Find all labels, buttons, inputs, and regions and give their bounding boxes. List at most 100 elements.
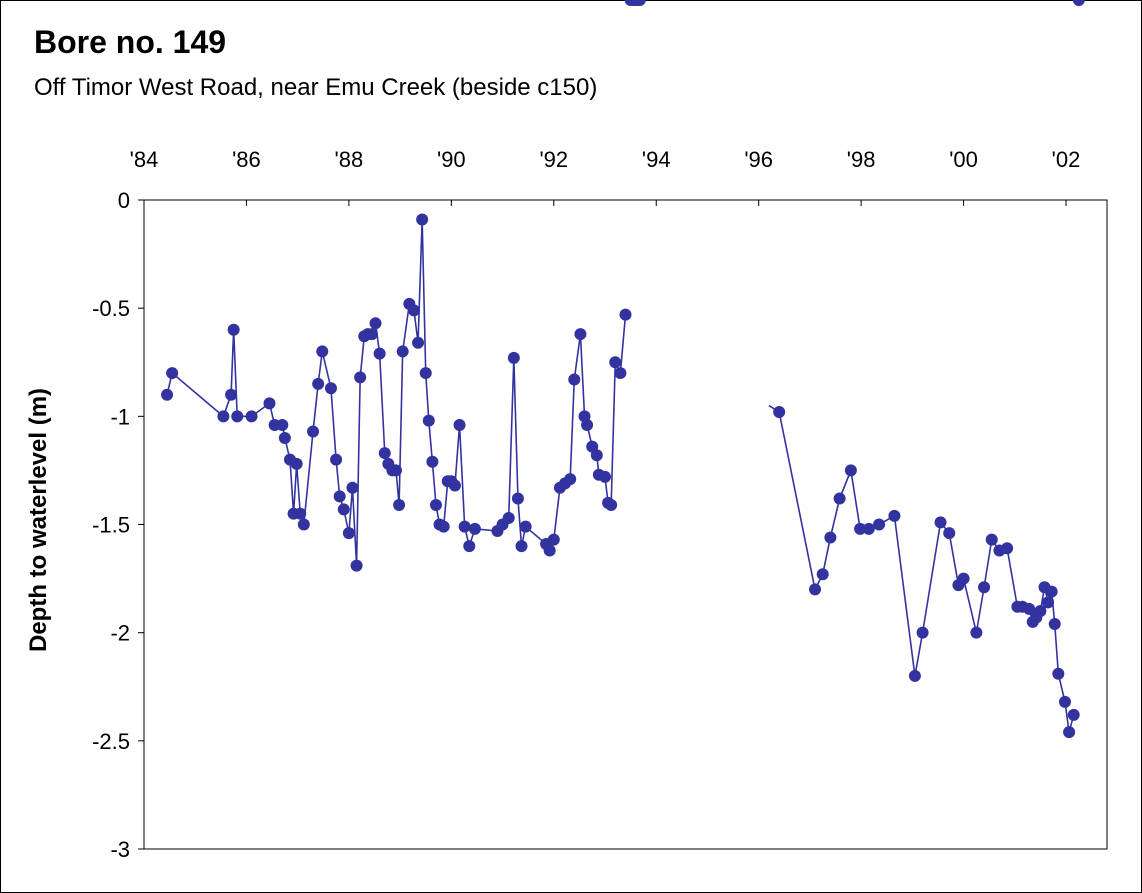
data-point	[407, 304, 420, 317]
data-point	[543, 544, 556, 557]
data-point	[378, 447, 391, 460]
data-point	[297, 518, 310, 531]
x-tick-label: '92	[539, 147, 568, 172]
data-point	[324, 382, 337, 395]
data-point	[888, 509, 901, 522]
data-point	[393, 499, 406, 512]
chart-subtitle: Off Timor West Road, near Emu Creek (bes…	[34, 74, 598, 101]
x-tick-label: '86	[232, 147, 261, 172]
y-tick-label: -0.5	[92, 296, 130, 321]
data-point	[453, 418, 466, 431]
data-point	[957, 572, 970, 585]
data-point	[1023, 602, 1036, 615]
x-tick-label: '02	[1052, 147, 1081, 172]
data-point	[350, 559, 363, 572]
plot-border	[143, 199, 1108, 850]
x-tick-label: '88	[335, 147, 364, 172]
data-point	[605, 499, 618, 512]
x-tick-label: '94	[642, 147, 671, 172]
x-tick-label: '98	[847, 147, 876, 172]
data-point	[978, 581, 991, 594]
data-point	[519, 520, 532, 533]
data-point	[568, 373, 581, 386]
data-point	[227, 323, 240, 336]
series-line	[768, 404, 1075, 733]
y-tick-label: -1	[110, 404, 130, 429]
data-point	[581, 418, 594, 431]
data-point	[333, 490, 346, 503]
data-point	[448, 479, 461, 492]
data-point	[844, 464, 857, 477]
data-point	[619, 308, 632, 321]
data-point	[934, 516, 947, 529]
x-tick-label: '84	[130, 147, 159, 172]
data-point	[307, 425, 320, 438]
data-point	[278, 431, 291, 444]
data-point	[354, 371, 367, 384]
y-axis-label: Depth to waterlevel (m)	[25, 388, 52, 652]
data-point	[161, 388, 174, 401]
data-point	[862, 522, 875, 535]
data-point	[231, 410, 244, 423]
data-point	[916, 626, 929, 639]
data-point	[245, 410, 258, 423]
data-point	[873, 518, 886, 531]
data-point	[316, 345, 329, 358]
data-point	[564, 473, 577, 486]
data-point	[422, 414, 435, 427]
data-point	[609, 356, 622, 369]
data-point	[290, 457, 303, 470]
x-axis: '84 '86 '88 '90 '92 '94 '96 '98 '00 '02	[130, 147, 1081, 206]
x-tick-label: '96	[744, 147, 773, 172]
data-point	[574, 328, 587, 341]
data-point	[1052, 667, 1065, 680]
data-point	[1067, 708, 1080, 721]
y-axis: 0 -0.5 -1 -1.5 -2 -2.5 -3	[92, 188, 144, 862]
data-point	[809, 583, 822, 596]
data-point	[166, 367, 179, 380]
data-point	[468, 522, 481, 535]
data-point	[373, 347, 386, 360]
data-point	[1045, 585, 1058, 598]
y-tick-label: -2.5	[92, 729, 130, 754]
data-point	[276, 418, 289, 431]
data-point	[614, 367, 627, 380]
data-point	[330, 453, 343, 466]
data-point	[437, 520, 450, 533]
data-point	[985, 533, 998, 546]
data-point	[511, 492, 524, 505]
data-point	[416, 213, 429, 226]
x-tick-label: '00	[949, 147, 978, 172]
data-point	[854, 522, 867, 535]
data-point	[337, 503, 350, 516]
data-point	[458, 520, 471, 533]
data-point	[1048, 618, 1061, 631]
data-point	[419, 367, 432, 380]
data-point	[1001, 542, 1014, 555]
data-point	[412, 336, 425, 349]
data-point	[824, 531, 837, 544]
data-point	[294, 507, 307, 520]
data-point	[346, 481, 359, 494]
data-point	[547, 533, 560, 546]
data-point	[816, 568, 829, 581]
data-point	[773, 406, 786, 419]
y-tick-label: -1.5	[92, 513, 130, 538]
data-point	[225, 388, 238, 401]
y-tick-label: -2	[110, 621, 130, 646]
y-tick-label: -3	[110, 837, 130, 862]
data-point	[369, 317, 382, 330]
data-point	[1072, 0, 1085, 6]
y-tick-label: 0	[118, 188, 130, 213]
data-point	[515, 540, 528, 553]
data-point	[970, 626, 983, 639]
data-point	[633, 0, 646, 6]
data-point	[1058, 695, 1071, 708]
data-point	[312, 377, 325, 390]
data-point	[396, 345, 409, 358]
data-point	[390, 464, 403, 477]
data-point	[908, 669, 921, 682]
data-point	[1042, 596, 1055, 609]
data-point	[943, 527, 956, 540]
